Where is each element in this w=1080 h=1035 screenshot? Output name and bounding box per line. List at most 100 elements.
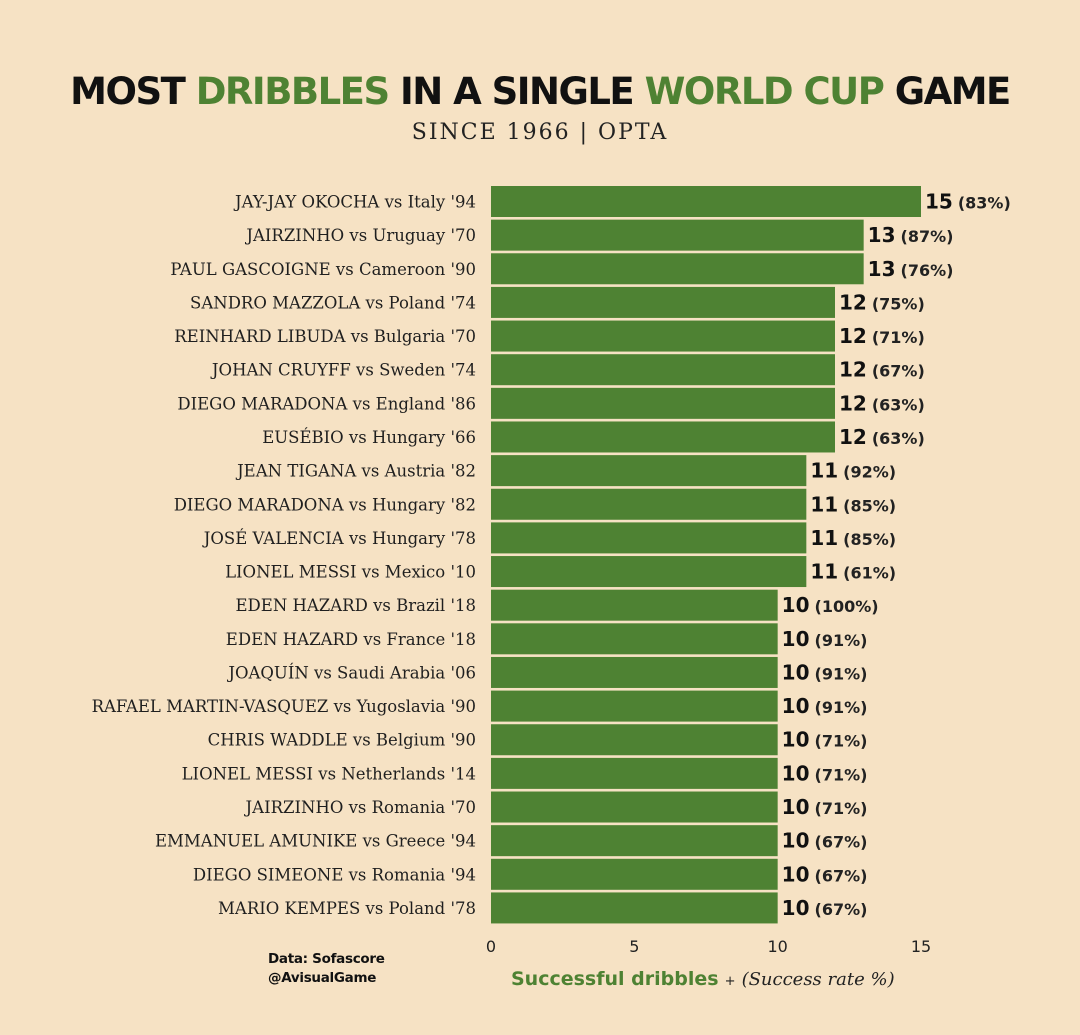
value-label: 13 (87%) bbox=[868, 223, 954, 247]
category-label: DIEGO MARADONA vs England '86 bbox=[177, 394, 476, 413]
category-label: SANDRO MAZZOLA vs Poland '74 bbox=[190, 293, 476, 312]
success-rate-label: (71%) bbox=[815, 732, 868, 751]
value-label: 11 (92%) bbox=[810, 459, 896, 483]
bar bbox=[491, 286, 835, 318]
success-rate-label: (85%) bbox=[843, 530, 896, 549]
category-label: JEAN TIGANA vs Austria '82 bbox=[235, 462, 476, 481]
success-rate-label: (75%) bbox=[872, 294, 925, 313]
category-label: JAIRZINHO vs Uruguay '70 bbox=[244, 226, 476, 245]
value-label: 10 (91%) bbox=[782, 694, 868, 718]
title-part-5: GAME bbox=[883, 70, 1012, 113]
value-label: 10 (71%) bbox=[782, 728, 868, 752]
category-label: MARIO KEMPES vs Poland '78 bbox=[218, 899, 476, 918]
bar bbox=[491, 488, 807, 520]
success-rate-label: (67%) bbox=[815, 866, 868, 885]
bar bbox=[491, 522, 807, 554]
success-rate-label: (83%) bbox=[958, 194, 1011, 213]
value-label: 10 (67%) bbox=[782, 829, 868, 853]
bar bbox=[491, 858, 778, 890]
success-rate-label: (71%) bbox=[815, 765, 868, 784]
category-label: JOSÉ VALENCIA vs Hungary '78 bbox=[202, 528, 476, 548]
category-label: LIONEL MESSI vs Netherlands '14 bbox=[182, 764, 476, 783]
value-label: 10 (71%) bbox=[782, 795, 868, 819]
bar bbox=[491, 253, 864, 285]
category-label: JOHAN CRUYFF vs Sweden '74 bbox=[210, 361, 476, 380]
bar bbox=[491, 186, 921, 217]
bar bbox=[491, 387, 835, 419]
x-tick-label: 0 bbox=[486, 937, 496, 956]
x-axis-plus: + bbox=[724, 974, 736, 989]
data-source: Data: Sofascore @AvisualGame bbox=[268, 950, 385, 988]
chart-title: MOST DRIBBLES IN A SINGLE WORLD CUP GAME bbox=[0, 70, 1080, 113]
category-label: JAIRZINHO vs Romania '70 bbox=[244, 798, 476, 817]
category-label: EUSÉBIO vs Hungary '66 bbox=[262, 427, 476, 447]
category-label: JAY-JAY OKOCHA vs Italy '94 bbox=[233, 193, 476, 212]
value-label: 12 (63%) bbox=[839, 391, 925, 415]
success-rate-label: (87%) bbox=[901, 227, 954, 246]
title-part-world-cup: WORLD CUP bbox=[644, 70, 885, 113]
chart-subtitle: SINCE 1966 | OPTA bbox=[411, 120, 669, 145]
value-label: 10 (67%) bbox=[782, 896, 868, 920]
value-label: 11 (85%) bbox=[810, 526, 896, 550]
bar bbox=[491, 556, 807, 588]
success-rate-label: (91%) bbox=[815, 631, 868, 650]
bar bbox=[491, 656, 778, 688]
bar bbox=[491, 320, 835, 352]
value-label: 10 (71%) bbox=[782, 761, 868, 785]
x-tick-label: 15 bbox=[911, 937, 931, 956]
category-label: JOAQUÍN vs Saudi Arabia '06 bbox=[226, 662, 476, 682]
title-part-3: IN A SINGLE bbox=[388, 70, 645, 113]
success-rate-label: (63%) bbox=[872, 429, 925, 448]
success-rate-label: (92%) bbox=[843, 463, 896, 482]
bar bbox=[491, 825, 778, 857]
value-label: 10 (100%) bbox=[782, 593, 879, 617]
bar bbox=[491, 724, 778, 756]
value-label: 10 (91%) bbox=[782, 627, 868, 651]
success-rate-label: (71%) bbox=[872, 328, 925, 347]
bar bbox=[491, 455, 807, 487]
author-handle: @AvisualGame bbox=[268, 970, 377, 986]
success-rate-label: (67%) bbox=[815, 900, 868, 919]
success-rate-label: (91%) bbox=[815, 664, 868, 683]
success-rate-label: (85%) bbox=[843, 496, 896, 515]
value-label: 11 (61%) bbox=[810, 560, 896, 584]
bar bbox=[491, 421, 835, 453]
value-label: 13 (76%) bbox=[868, 257, 954, 281]
success-rate-label: (67%) bbox=[815, 833, 868, 852]
bar bbox=[491, 690, 778, 722]
value-label: 10 (67%) bbox=[782, 862, 868, 886]
category-label: CHRIS WADDLE vs Belgium '90 bbox=[208, 731, 476, 750]
success-rate-label: (100%) bbox=[815, 597, 879, 616]
success-rate-label: (67%) bbox=[872, 362, 925, 381]
x-axis-title: Successful dribbles + (Success rate %) bbox=[511, 968, 895, 990]
success-rate-label: (76%) bbox=[901, 261, 954, 280]
category-label: RAFAEL MARTIN-VASQUEZ vs Yugoslavia '90 bbox=[92, 697, 476, 716]
value-label: 12 (67%) bbox=[839, 358, 925, 382]
category-label: EMMANUEL AMUNIKE vs Greece '94 bbox=[155, 832, 476, 851]
source-line: Data: Sofascore bbox=[268, 951, 385, 967]
value-label: 12 (71%) bbox=[839, 324, 925, 348]
bar bbox=[491, 791, 778, 823]
bar bbox=[491, 589, 778, 621]
value-label: 15 (83%) bbox=[925, 190, 1011, 214]
category-label: EDEN HAZARD vs France '18 bbox=[226, 630, 476, 649]
value-label: 11 (85%) bbox=[810, 492, 896, 516]
bar bbox=[491, 354, 835, 386]
success-rate-label: (71%) bbox=[815, 799, 868, 818]
value-label: 12 (63%) bbox=[839, 425, 925, 449]
value-label: 10 (91%) bbox=[782, 660, 868, 684]
success-rate-label: (91%) bbox=[815, 698, 868, 717]
bar bbox=[491, 757, 778, 789]
x-tick-label: 5 bbox=[629, 937, 639, 956]
bar bbox=[491, 623, 778, 655]
x-axis-secondary-label: (Success rate %) bbox=[741, 969, 895, 990]
category-label: EDEN HAZARD vs Brazil '18 bbox=[236, 596, 477, 615]
success-rate-label: (63%) bbox=[872, 395, 925, 414]
x-axis-label: Successful dribbles bbox=[511, 968, 719, 990]
category-label: DIEGO SIMEONE vs Romania '94 bbox=[193, 865, 476, 884]
category-label: LIONEL MESSI vs Mexico '10 bbox=[225, 563, 476, 582]
title-part-1: MOST bbox=[70, 70, 196, 113]
x-tick-label: 10 bbox=[767, 937, 787, 956]
bar bbox=[491, 892, 778, 924]
